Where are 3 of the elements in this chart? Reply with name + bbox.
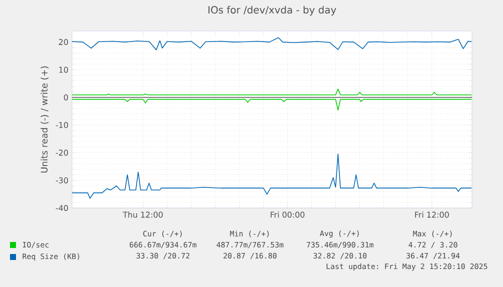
y-axis-title: Units read (-) / write (+)	[40, 66, 49, 173]
line-series	[72, 98, 472, 110]
chart-title: IOs for /dev/xvda - by day	[208, 6, 336, 16]
